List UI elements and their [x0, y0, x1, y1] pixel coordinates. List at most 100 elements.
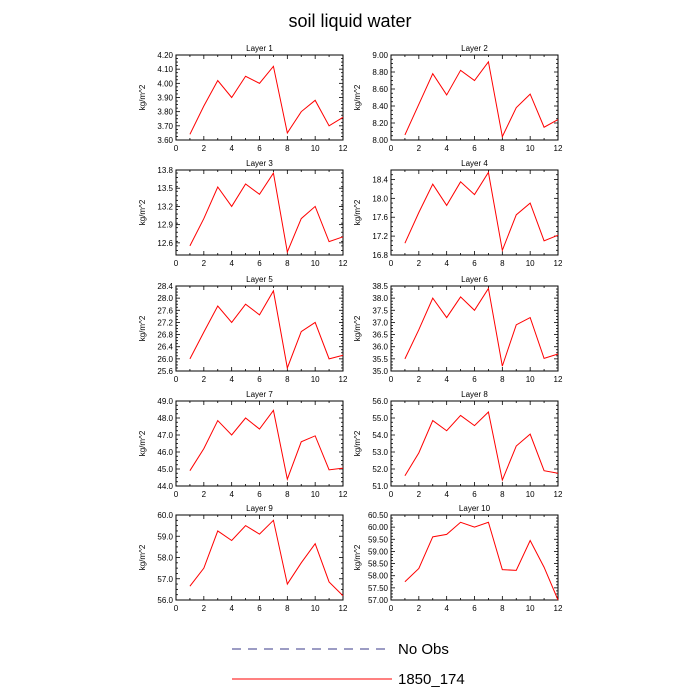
x-tick-label: 6 — [257, 490, 262, 499]
y-tick-label: 52.0 — [372, 465, 388, 474]
y-tick-label: 25.6 — [157, 367, 173, 376]
y-tick-label: 3.80 — [157, 108, 173, 117]
y-tick-label: 12.6 — [157, 239, 173, 248]
y-tick-label: 57.00 — [368, 596, 389, 605]
y-tick-label: 57.0 — [157, 575, 173, 584]
panel-layer-1: Layer 1 kg/m^2 0 2 4 6 8 10 12 3.60 3.70 3.80 3.90 4.… — [138, 44, 348, 153]
y-tick-label: 27.6 — [157, 306, 173, 315]
x-tick-label: 0 — [174, 604, 179, 613]
y-tick-label: 3.90 — [157, 94, 173, 103]
x-tick-label: 4 — [229, 375, 234, 384]
plot-frame — [390, 169, 559, 256]
y-tick-label: 36.5 — [372, 331, 388, 340]
x-tick-label: 2 — [417, 144, 422, 153]
x-tick-label: 12 — [339, 375, 348, 384]
y-tick-label: 58.50 — [368, 560, 389, 569]
x-tick-label: 8 — [500, 604, 505, 613]
y-tick-label: 26.0 — [157, 355, 173, 364]
y-tick-label: 13.8 — [157, 166, 173, 175]
panel-title: Layer 6 — [461, 275, 488, 284]
series-line — [404, 60, 559, 139]
y-tick-label: 28.4 — [157, 282, 173, 291]
panel-title: Layer 1 — [246, 44, 273, 53]
panel-title: Layer 5 — [246, 275, 273, 284]
y-tick-label: 4.20 — [157, 51, 173, 60]
y-axis-label: kg/m^2 — [138, 430, 147, 456]
x-tick-label: 2 — [417, 375, 422, 384]
x-tick-label: 0 — [389, 259, 394, 268]
plot-frame — [390, 400, 559, 487]
legend-label: No Obs — [398, 641, 449, 658]
y-tick-label: 8.60 — [372, 85, 388, 94]
y-tick-label: 3.70 — [157, 122, 173, 131]
y-tick-label: 8.80 — [372, 68, 388, 77]
y-tick-label: 44.0 — [157, 482, 173, 491]
legend: No Obs 1850_174 — [232, 641, 465, 688]
x-tick-label: 2 — [202, 490, 207, 499]
x-tick-label: 12 — [554, 375, 563, 384]
plot-frame — [390, 514, 559, 601]
x-tick-label: 0 — [174, 259, 179, 268]
x-tick-label: 12 — [554, 259, 563, 268]
y-axis-label: kg/m^2 — [353, 199, 362, 225]
y-tick-label: 27.2 — [157, 318, 173, 327]
y-tick-label: 54.0 — [372, 431, 388, 440]
y-tick-label: 13.2 — [157, 202, 173, 211]
y-axis-label: kg/m^2 — [353, 544, 362, 570]
y-axis-label: kg/m^2 — [353, 430, 362, 456]
y-tick-label: 35.0 — [372, 367, 388, 376]
panel-layer-4: Layer 4 kg/m^2 0 2 4 6 8 10 12 16.8 17.2 17.6 18.0 18… — [353, 159, 563, 268]
x-tick-label: 4 — [229, 604, 234, 613]
x-tick-label: 10 — [311, 604, 320, 613]
panels: Layer 1 kg/m^2 0 2 4 6 8 10 12 3.60 3.70 3.80 3.90 4.… — [138, 44, 563, 613]
x-tick-label: 4 — [229, 259, 234, 268]
x-tick-label: 10 — [311, 259, 320, 268]
y-tick-label: 49.0 — [157, 397, 173, 406]
x-tick-label: 4 — [444, 144, 449, 153]
x-tick-label: 6 — [257, 259, 262, 268]
y-tick-label: 4.10 — [157, 65, 173, 74]
x-tick-label: 6 — [257, 604, 262, 613]
x-tick-label: 2 — [202, 144, 207, 153]
y-tick-label: 37.5 — [372, 306, 388, 315]
panel-layer-5: Layer 5 kg/m^2 0 2 4 6 8 10 12 25.6 26.0 26.4 26.8 27… — [138, 275, 348, 384]
panel-layer-7: Layer 7 kg/m^2 0 2 4 6 8 10 12 44.0 45.0 46.0 47.0 48… — [138, 390, 348, 499]
y-tick-label: 55.0 — [372, 414, 388, 423]
y-tick-label: 58.00 — [368, 572, 389, 581]
y-tick-label: 60.0 — [157, 511, 173, 520]
y-tick-label: 16.8 — [372, 251, 388, 260]
y-tick-label: 18.0 — [372, 194, 388, 203]
x-tick-label: 12 — [339, 490, 348, 499]
y-tick-label: 13.5 — [157, 184, 173, 193]
y-axis-label: kg/m^2 — [138, 84, 147, 110]
x-tick-label: 8 — [285, 259, 290, 268]
panel-title: Layer 3 — [246, 159, 273, 168]
y-axis-label: kg/m^2 — [138, 544, 147, 570]
x-tick-label: 0 — [389, 604, 394, 613]
series-line — [189, 409, 344, 482]
plot-frame — [175, 54, 344, 141]
panel-title: Layer 2 — [461, 44, 488, 53]
series-line — [189, 65, 344, 135]
legend-label: 1850_174 — [398, 671, 465, 688]
x-tick-label: 10 — [311, 490, 320, 499]
x-tick-label: 6 — [472, 375, 477, 384]
y-tick-label: 26.4 — [157, 343, 173, 352]
x-tick-label: 2 — [417, 604, 422, 613]
y-tick-label: 45.0 — [157, 465, 173, 474]
plot-frame — [390, 54, 559, 141]
panel-layer-6: Layer 6 kg/m^2 0 2 4 6 8 10 12 35.0 35.5 36.0 36.5 37… — [353, 275, 563, 384]
x-tick-label: 8 — [285, 375, 290, 384]
y-tick-label: 37.0 — [372, 318, 388, 327]
y-tick-label: 38.0 — [372, 294, 388, 303]
x-tick-label: 0 — [174, 375, 179, 384]
panel-title: Layer 10 — [459, 504, 491, 513]
x-tick-label: 8 — [500, 490, 505, 499]
panel-layer-8: Layer 8 kg/m^2 0 2 4 6 8 10 12 51.0 52.0 53.0 54.0 55… — [353, 390, 563, 499]
y-tick-label: 4.00 — [157, 79, 173, 88]
x-tick-label: 10 — [526, 375, 535, 384]
y-tick-label: 47.0 — [157, 431, 173, 440]
y-tick-label: 58.0 — [157, 554, 173, 563]
x-tick-label: 12 — [554, 604, 563, 613]
